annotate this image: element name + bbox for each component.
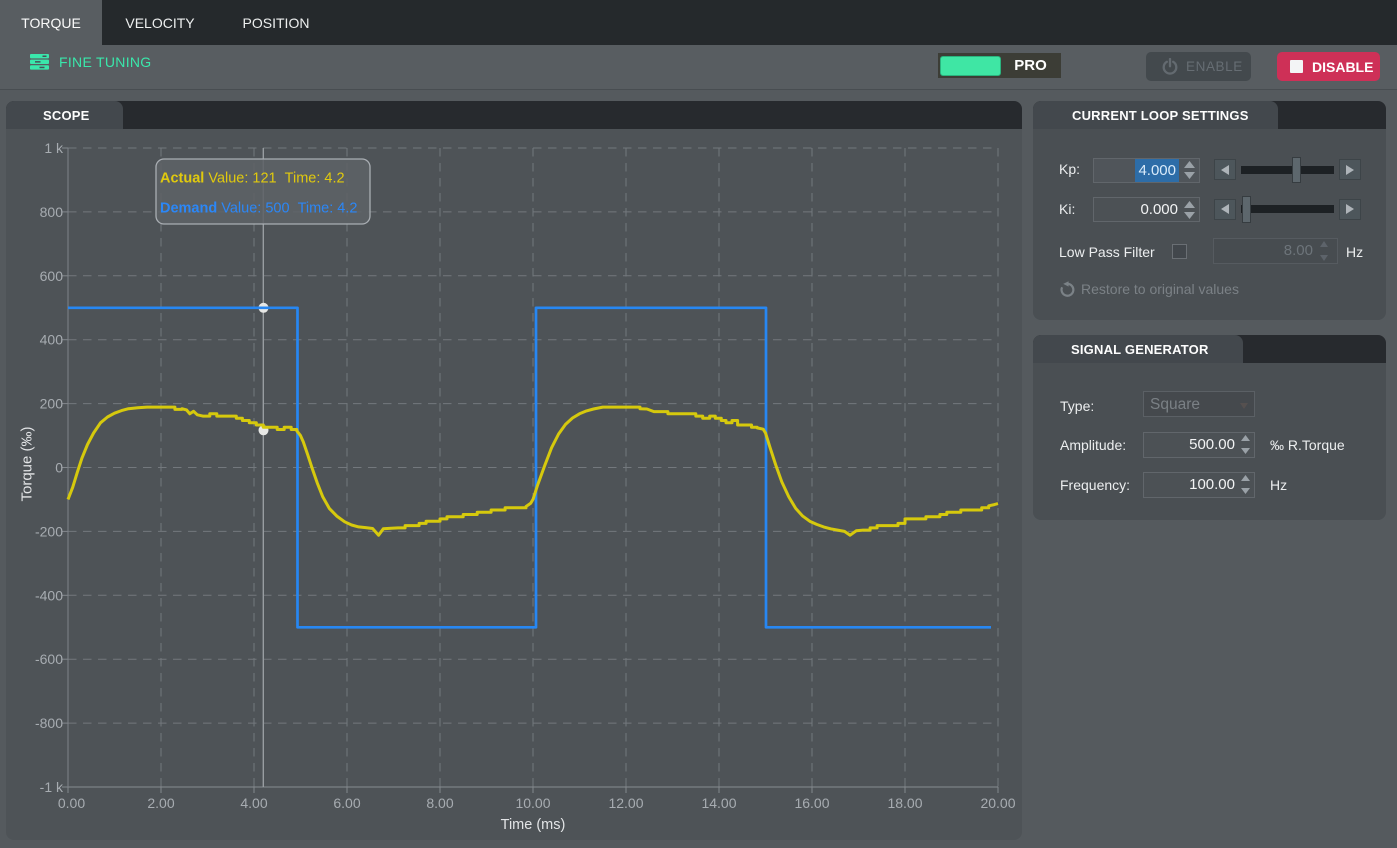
svg-text:16.00: 16.00 [794, 795, 829, 811]
svg-text:4.00: 4.00 [240, 795, 267, 811]
svg-text:8.00: 8.00 [426, 795, 453, 811]
svg-text:10.00: 10.00 [515, 795, 550, 811]
svg-text:0: 0 [55, 460, 63, 476]
svg-text:0.00: 0.00 [58, 795, 85, 811]
svg-text:20.00: 20.00 [980, 795, 1015, 811]
svg-text:-400: -400 [35, 587, 63, 603]
svg-text:1 k: 1 k [44, 140, 64, 156]
svg-text:2.00: 2.00 [147, 795, 174, 811]
svg-text:-200: -200 [35, 523, 63, 539]
svg-text:-1 k: -1 k [40, 779, 64, 795]
svg-text:Torque (‰): Torque (‰) [19, 426, 36, 501]
svg-text:Demand Value: 500 Time: 4.2: Demand Value: 500 Time: 4.2 [160, 201, 357, 217]
svg-text:400: 400 [40, 332, 64, 348]
svg-text:600: 600 [40, 268, 64, 284]
svg-text:800: 800 [40, 204, 64, 220]
svg-text:-600: -600 [35, 651, 63, 667]
svg-text:-800: -800 [35, 715, 63, 731]
svg-text:200: 200 [40, 396, 64, 412]
svg-text:Time (ms): Time (ms) [501, 817, 566, 833]
svg-text:18.00: 18.00 [887, 795, 922, 811]
svg-text:6.00: 6.00 [333, 795, 360, 811]
svg-text:12.00: 12.00 [608, 795, 643, 811]
svg-text:14.00: 14.00 [701, 795, 736, 811]
svg-text:Actual Value: 121 Time: 4.2: Actual Value: 121 Time: 4.2 [160, 171, 345, 187]
